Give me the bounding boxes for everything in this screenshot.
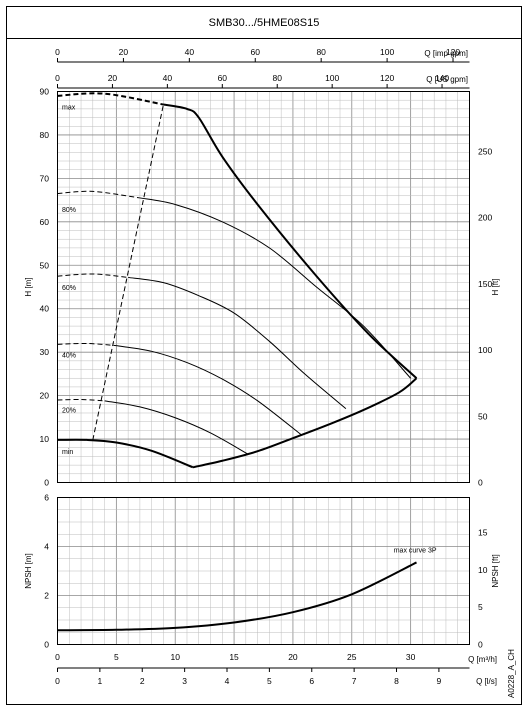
imp-gpm-tick-label: 100 xyxy=(380,47,394,57)
imp-gpm-tick-label: 80 xyxy=(316,47,326,57)
head-curve-80pct-seg0 xyxy=(57,190,140,199)
outer-frame xyxy=(6,6,522,705)
npsh-ft-tick-label: 10 xyxy=(478,565,488,575)
qm3h-tick-label: 20 xyxy=(288,652,298,662)
head-ft-tick-label: 100 xyxy=(478,345,492,355)
us-gpm-tick-label: 20 xyxy=(108,73,118,83)
us-gpm-tick-label: 0 xyxy=(55,73,60,83)
us-gpm-tick-label: 140 xyxy=(435,73,449,83)
head-curve-20pct-seg1 xyxy=(104,400,249,455)
ls-tick-label: 7 xyxy=(352,676,357,686)
npsh-curves: max curve 3P xyxy=(57,547,437,632)
head-ft-tick-label: 250 xyxy=(478,146,492,156)
ls-tick-label: 3 xyxy=(182,676,187,686)
curve-label-20pct: 20% xyxy=(62,408,76,415)
npsh-m-tick-label: 4 xyxy=(44,542,49,552)
qm3h-tick-label: 10 xyxy=(170,652,180,662)
head-m-tick-label: 90 xyxy=(40,87,50,97)
npsh-curve xyxy=(57,561,417,632)
imp-gpm-tick-label: 120 xyxy=(446,47,460,57)
curve-label-60pct: 60% xyxy=(62,285,76,292)
npsh-m-tick-label: 6 xyxy=(44,493,49,503)
imp-gpm-tick-label: 40 xyxy=(185,47,195,57)
ls-tick-label: 5 xyxy=(267,676,272,686)
curve-label-80pct: 80% xyxy=(62,207,76,214)
npsh-curve-label: max curve 3P xyxy=(394,547,437,554)
head-curve-40pct-seg0 xyxy=(57,342,117,347)
curve-label-min: min xyxy=(62,449,73,456)
chart-title: SMB30.../5HME08S15 xyxy=(209,17,320,29)
ls-tick-label: 0 xyxy=(55,676,60,686)
ls-tick-label: 8 xyxy=(394,676,399,686)
ls-tick-label: 9 xyxy=(437,676,442,686)
qm3h-tick-label: 25 xyxy=(347,652,357,662)
qm3h-tick-label: 30 xyxy=(406,652,416,662)
us-gpm-tick-label: 120 xyxy=(380,73,394,83)
npsh-ft-tick-label: 0 xyxy=(478,640,483,650)
npsh-x-axis-label: Q [m³/h] xyxy=(468,655,497,664)
head-curve-max-seg1 xyxy=(163,103,418,379)
top-us-axis-label: Q [US gpm] xyxy=(426,75,468,84)
head-curve-60pct-seg0 xyxy=(57,273,129,278)
head-plot-area xyxy=(57,91,470,483)
head-left-axis-label: H [m] xyxy=(24,277,33,296)
ls-tick-label: 6 xyxy=(309,676,314,686)
npsh-m-tick-label: 0 xyxy=(44,640,49,650)
npsh-ft-tick-label: 15 xyxy=(478,527,488,537)
head-m-tick-label: 20 xyxy=(40,391,50,401)
head-curve-80pct-seg1 xyxy=(139,197,412,379)
us-gpm-tick-label: 100 xyxy=(325,73,339,83)
npsh-left-axis-label: NPSH [m] xyxy=(24,553,33,589)
head-m-tick-label: 60 xyxy=(40,217,50,227)
qm3h-tick-label: 15 xyxy=(229,652,239,662)
head-ft-tick-label: 200 xyxy=(478,213,492,223)
head-m-tick-label: 10 xyxy=(40,434,50,444)
ls-tick-label: 4 xyxy=(225,676,230,686)
head-ft-tick-label: 0 xyxy=(478,478,483,488)
curve-label-40pct: 40% xyxy=(62,352,76,359)
imp-gpm-tick-label: 60 xyxy=(251,47,261,57)
head-curve-60pct-seg1 xyxy=(128,276,347,410)
npsh-m-tick-label: 2 xyxy=(44,591,49,601)
ls-tick-label: 2 xyxy=(140,676,145,686)
ls-tick-label: 1 xyxy=(98,676,103,686)
top-imp-axis-label: Q [imp gpm] xyxy=(424,49,468,58)
us-gpm-tick-label: 60 xyxy=(218,73,228,83)
head-ft-tick-label: 150 xyxy=(478,279,492,289)
head-curves: max 80% 60% 40% 20% min xyxy=(57,92,418,469)
npsh-x2-axis-label: Q [l/s] xyxy=(476,677,497,686)
imp-gpm-tick-label: 20 xyxy=(119,47,129,57)
document-code: A0228_A_CH xyxy=(507,649,516,698)
head-curve-40pct-seg1 xyxy=(116,345,302,436)
us-gpm-tick-label: 80 xyxy=(272,73,282,83)
head-m-tick-label: 40 xyxy=(40,304,50,314)
npsh-plot-area xyxy=(57,497,470,645)
head-curve-20pct-seg0 xyxy=(57,398,105,402)
head-m-tick-label: 70 xyxy=(40,173,50,183)
npsh-ft-tick-label: 5 xyxy=(478,602,483,612)
curve-label-max: max xyxy=(62,105,76,112)
head-curve-system-6-seg0 xyxy=(192,377,418,469)
head-curve-system-7-seg0 xyxy=(92,104,164,441)
imp-gpm-tick-label: 0 xyxy=(55,47,60,57)
npsh-grid xyxy=(57,497,470,645)
head-m-tick-label: 0 xyxy=(44,478,49,488)
qm3h-tick-label: 0 xyxy=(55,652,60,662)
npsh-right-axis-label: NPSH [ft] xyxy=(491,554,500,587)
head-m-tick-label: 30 xyxy=(40,347,50,357)
head-right-axis-label: H [ft] xyxy=(491,279,500,296)
head-ft-tick-label: 50 xyxy=(478,411,488,421)
us-gpm-tick-label: 40 xyxy=(163,73,173,83)
head-m-tick-label: 80 xyxy=(40,130,50,140)
head-curve-max-seg0 xyxy=(57,92,164,106)
head-m-tick-label: 50 xyxy=(40,260,50,270)
head-grid xyxy=(57,91,470,483)
head-curve-min-seg0 xyxy=(57,438,194,469)
qm3h-tick-label: 5 xyxy=(114,652,119,662)
